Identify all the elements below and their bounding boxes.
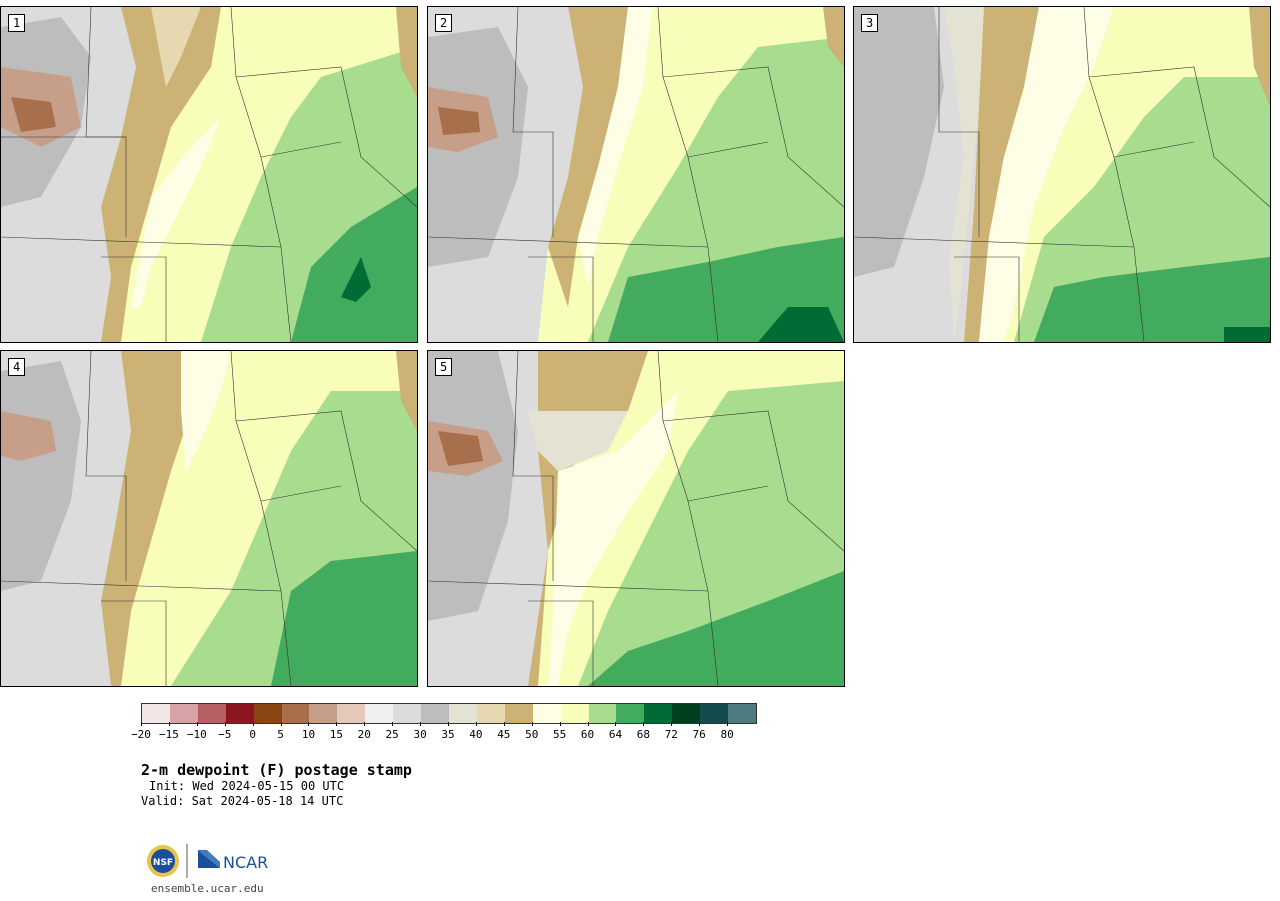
colorbar-tick-label: 55 (553, 728, 567, 741)
plot-title: 2-m dewpoint (F) postage stamp (141, 761, 412, 779)
colorbar-tick-label: −20 (131, 728, 151, 741)
colorbar-swatch (365, 704, 394, 723)
colorbar-tick (420, 722, 422, 726)
colorbar-tick-label: −15 (158, 728, 179, 741)
colorbar-tick (503, 722, 505, 726)
colorbar-swatch (421, 704, 449, 723)
colorbar-tick (643, 722, 645, 726)
map-panel-4: 4 (0, 350, 418, 687)
colorbar-tick (224, 722, 226, 726)
colorbar-tick-label: 80 (720, 728, 734, 741)
colorbar-tick (141, 722, 142, 726)
colorbar-tick-label: 76 (692, 728, 706, 741)
colorbar-swatch (281, 704, 310, 723)
panel-label: 4 (8, 358, 26, 376)
colorbar-tick-label: 72 (664, 728, 678, 741)
valid-time: Valid: Sat 2024-05-18 14 UTC (141, 794, 344, 808)
dewpoint-map-4 (1, 351, 417, 686)
site-url: ensemble.ucar.edu (151, 882, 264, 895)
colorbar-swatch (197, 704, 226, 723)
colorbar-tick (448, 722, 449, 726)
colorbar-swatch (672, 704, 701, 723)
colorbar-ticks: −20 −15 −10 −5 0 5 10 15 20 25 30 35 40 45 50 55 60 64 68 7… (131, 722, 755, 742)
dewpoint-map-5 (428, 351, 844, 686)
ncar-logo-text: NCAR (223, 853, 268, 872)
nsf-logo-text: NSF (153, 858, 173, 868)
colorbar-swatch (728, 704, 756, 723)
colorbar-tick-label: 30 (413, 728, 427, 741)
colorbar-tick-label: 68 (636, 728, 650, 741)
colorbar-tick (168, 722, 170, 726)
init-time: Init: Wed 2024-05-15 00 UTC (149, 779, 345, 793)
colorbar-swatch (700, 704, 729, 723)
panel-label: 1 (8, 14, 26, 32)
colorbar-swatch (142, 704, 170, 723)
colorbar-tick (699, 722, 701, 726)
colorbar-swatch (225, 704, 254, 723)
colorbar-swatch (476, 704, 505, 723)
colorbar-tick-label: 25 (385, 728, 399, 741)
colorbar-tick (559, 722, 561, 726)
colorbar-swatch (253, 704, 282, 723)
colorbar-tick (392, 722, 394, 726)
colorbar-tick-label: 45 (497, 728, 511, 741)
colorbar-swatch (588, 704, 617, 723)
colorbar-swatch (169, 704, 198, 723)
colorbar-tick-label: 15 (329, 728, 343, 741)
map-panel-3: 3 (853, 6, 1271, 343)
colorbar-swatch (448, 704, 477, 723)
panel-label: 5 (435, 358, 453, 376)
colorbar-tick (531, 722, 533, 726)
colorbar-tick-label: 64 (608, 728, 623, 741)
colorbar-tick (671, 722, 673, 726)
colorbar-tick-label: 40 (469, 728, 483, 741)
panel-label: 3 (861, 14, 879, 32)
colorbar-tick (280, 722, 282, 726)
colorbar-tick (615, 722, 617, 726)
colorbar-tick (727, 722, 729, 726)
dewpoint-map-3 (854, 7, 1270, 342)
dewpoint-map-1 (1, 7, 417, 342)
colorbar-tick (364, 722, 366, 726)
colorbar-swatch (560, 704, 589, 723)
map-panel-2: 2 (427, 6, 845, 343)
colorbar-swatch (393, 704, 422, 723)
colorbar-tick-label: 0 (249, 728, 256, 741)
colorbar-swatch (337, 704, 366, 723)
colorbar-swatch (309, 704, 338, 723)
map-panel-1: 1 (0, 6, 418, 343)
colorbar-tick-label: −10 (186, 728, 207, 741)
colorbar-tick (475, 722, 477, 726)
colorbar-tick-label: 50 (525, 728, 539, 741)
colorbar-tick (308, 722, 310, 726)
colorbar-swatch (532, 704, 561, 723)
colorbar-tick-label: 5 (277, 728, 284, 741)
colorbar-swatch (644, 704, 673, 723)
map-panel-5: 5 (427, 350, 845, 687)
colorbar-tick (252, 722, 254, 726)
nsf-ncar-logo: NSF NCAR (147, 844, 268, 878)
colorbar-swatch (616, 704, 645, 723)
colorbar-tick-label: 20 (357, 728, 371, 741)
colorbar-tick (336, 722, 338, 726)
colorbar-tick (587, 722, 589, 726)
colorbar-tick (196, 722, 198, 726)
colorbar-tick-label: 35 (441, 728, 455, 741)
colorbar-tick-label: −5 (218, 728, 232, 741)
panel-label: 2 (435, 14, 453, 32)
colorbar-swatch (504, 704, 533, 723)
dewpoint-map-2 (428, 7, 844, 342)
colorbar (141, 703, 757, 724)
colorbar-tick-label: 10 (301, 728, 316, 741)
colorbar-tick-label: 60 (580, 728, 595, 741)
